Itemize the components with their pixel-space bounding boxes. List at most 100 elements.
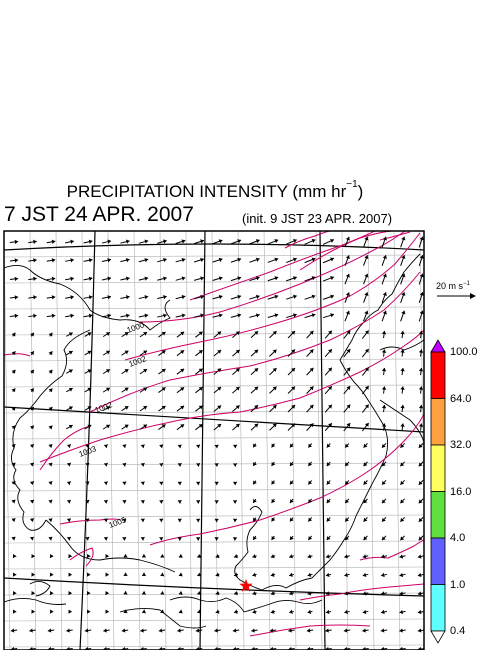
wind-arrow xyxy=(232,368,240,375)
wind-arrow xyxy=(344,461,350,467)
wind-arrow xyxy=(213,386,222,394)
wind-arrow xyxy=(29,518,35,523)
wind-arrow xyxy=(381,442,387,449)
wind-arrow xyxy=(68,590,73,596)
wind-arrow xyxy=(271,535,276,541)
coastline-segment xyxy=(243,599,323,613)
wind-arrow xyxy=(85,536,90,541)
wind-arrow xyxy=(85,444,90,449)
wind-arrow xyxy=(213,349,222,357)
wind-arrow xyxy=(344,591,350,596)
wind-arrow xyxy=(31,609,36,614)
wind-arrow xyxy=(105,553,110,559)
grid-line xyxy=(4,280,424,284)
wind-arrow xyxy=(11,425,16,430)
wind-arrow xyxy=(343,385,351,395)
wind-arrow xyxy=(324,330,333,339)
wind-arrow xyxy=(48,406,53,411)
wind-arrow xyxy=(381,479,387,486)
wind-arrow xyxy=(140,481,145,486)
graticule-line xyxy=(4,406,424,433)
wind-arrow xyxy=(289,591,294,596)
wind-arrow xyxy=(289,609,294,614)
wind-arrow xyxy=(363,498,368,504)
wind-arrow xyxy=(233,609,239,614)
wind-arrow xyxy=(418,330,424,339)
wind-arrow xyxy=(46,295,56,300)
wind-arrow xyxy=(232,463,238,468)
wind-arrow xyxy=(304,276,316,282)
wind-arrow xyxy=(68,572,73,577)
coastline-segment xyxy=(379,339,424,351)
wind-arrow xyxy=(400,273,406,285)
wind-arrow xyxy=(9,276,19,282)
wind-arrow xyxy=(249,257,260,263)
graticule-line xyxy=(4,577,424,597)
wind-arrow xyxy=(121,424,129,430)
wind-arrow xyxy=(11,480,16,486)
wind-arrow xyxy=(139,424,148,430)
wind-arrow xyxy=(65,295,74,300)
wind-arrow xyxy=(138,295,149,300)
wind-arrow xyxy=(47,628,55,633)
wind-arrow xyxy=(46,258,56,263)
grid-line xyxy=(159,231,167,650)
wind-arrow xyxy=(103,536,108,541)
wind-arrow xyxy=(139,368,148,375)
wind-arrow xyxy=(138,239,149,244)
wind-arrow xyxy=(85,462,90,467)
isobar-label: 1005 xyxy=(108,515,128,530)
wind-arrow xyxy=(252,554,257,559)
grid-line xyxy=(107,231,115,650)
wind-arrow xyxy=(197,572,202,577)
wind-arrow xyxy=(195,331,203,338)
wind-arrow xyxy=(65,276,74,281)
wind-arrow xyxy=(159,444,164,449)
wind-arrow xyxy=(159,499,164,504)
wind-arrow xyxy=(123,572,128,577)
wind-arrow xyxy=(158,628,166,633)
wind-arrow xyxy=(324,385,333,395)
wind-arrow xyxy=(101,258,112,263)
wind-arrow xyxy=(83,276,93,281)
wind-arrow xyxy=(48,518,53,523)
grid-line xyxy=(263,231,271,650)
wind-arrow xyxy=(344,498,350,504)
wind-arrow xyxy=(176,349,185,357)
wind-arrow xyxy=(85,518,90,523)
colorbar-swatch xyxy=(430,584,446,632)
grid-line xyxy=(81,231,89,650)
wind-arrow xyxy=(363,255,369,266)
wind-arrow xyxy=(28,295,37,300)
wind-arrow xyxy=(193,276,205,281)
wind-arrow xyxy=(326,535,331,541)
wind-arrow xyxy=(232,423,240,431)
wind-arrow xyxy=(65,258,74,263)
wind-arrow xyxy=(307,480,313,485)
wind-vectors xyxy=(9,236,424,650)
isobar xyxy=(69,547,94,567)
wind-arrow xyxy=(286,313,297,319)
graticule-line xyxy=(4,243,424,251)
isobar xyxy=(39,329,424,463)
wind-arrow xyxy=(232,386,240,394)
wind-arrow xyxy=(400,442,405,449)
wind-arrow xyxy=(11,406,16,411)
wind-arrow xyxy=(400,255,406,266)
colorbar-label: 64.0 xyxy=(450,393,472,405)
coastline xyxy=(4,253,424,629)
wind-arrow xyxy=(381,236,387,248)
wind-arrow xyxy=(121,628,129,633)
wind-arrow xyxy=(322,276,335,282)
wind-arrow xyxy=(159,481,164,486)
wind-arrow xyxy=(325,554,332,559)
wind-arrow xyxy=(12,553,17,559)
wind-arrow xyxy=(399,609,406,615)
coastline-segment xyxy=(339,253,421,361)
wind-arrow xyxy=(212,294,223,300)
wind-arrow xyxy=(141,572,147,577)
grid-line xyxy=(4,540,424,544)
wind-arrow xyxy=(289,480,294,485)
wind-arrow xyxy=(121,350,129,356)
isobar xyxy=(89,271,421,413)
